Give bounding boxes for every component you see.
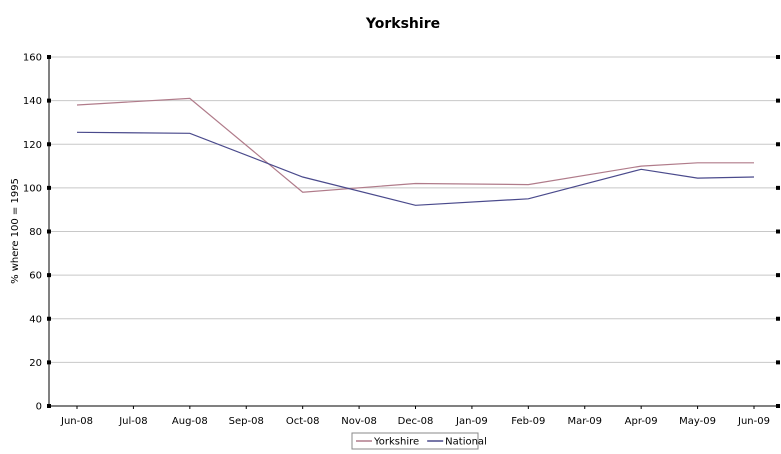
series-line-yorkshire (76, 97, 754, 193)
x-tick-label: Feb-09 (511, 416, 545, 427)
y-tick-label: 20 (29, 358, 42, 369)
x-tick-label: Nov-08 (341, 416, 377, 427)
legend: Yorkshire National (351, 432, 487, 450)
x-tick-label: Jun-08 (60, 416, 93, 427)
x-tick-label: Jun-09 (737, 416, 770, 427)
y-tick-mark-right (776, 98, 780, 103)
y-tick-label: 160 (23, 53, 42, 64)
series-lines (76, 97, 755, 206)
grid-lines (49, 56, 778, 363)
y-tick-label: 120 (23, 140, 42, 151)
y-tick-labels: 0 20 40 60 80 100 120 140 160 (23, 53, 42, 413)
axes (47, 55, 780, 409)
series-line-national (76, 131, 755, 206)
y-tick-label: 100 (23, 183, 42, 194)
y-tick-mark-right (776, 142, 780, 147)
y-axis-label: % where 100 = 1995 (10, 178, 21, 284)
x-tick-label: Aug-08 (172, 416, 208, 427)
x-tick-label: Mar-09 (567, 416, 602, 427)
legend-box (351, 432, 479, 450)
y-tick-mark-right (776, 229, 780, 234)
x-tick-label: Sep-08 (229, 416, 264, 427)
y-tick-label: 140 (23, 96, 42, 107)
y-tick-label: 80 (29, 227, 42, 238)
x-tick-label: Dec-08 (398, 416, 434, 427)
y-tick-mark-right (776, 55, 780, 59)
y-tick-mark-right (776, 273, 780, 278)
y-tick-mark-right (776, 316, 780, 321)
x-tick-labels: Jun-08 Jul-08 Aug-08 Sep-08 Oct-08 Nov-08 Dec-… (60, 416, 770, 427)
x-tick-label: Apr-09 (625, 416, 658, 427)
chart-title: Yorkshire (365, 16, 440, 32)
legend-item: National (445, 437, 487, 448)
x-tick-label: Jul-08 (118, 416, 147, 427)
x-tick-label: Oct-08 (286, 416, 320, 427)
y-tick-label: 60 (29, 271, 42, 282)
y-tick-label: 40 (29, 314, 42, 325)
y-tick-mark-right (776, 360, 780, 365)
x-tick-label: May-09 (679, 416, 716, 427)
y-tick-mark-right (776, 185, 780, 190)
legend-item: Yorkshire (373, 437, 419, 448)
y-tick-label: 0 (36, 402, 42, 413)
x-tick-label: Jan-09 (455, 416, 488, 427)
